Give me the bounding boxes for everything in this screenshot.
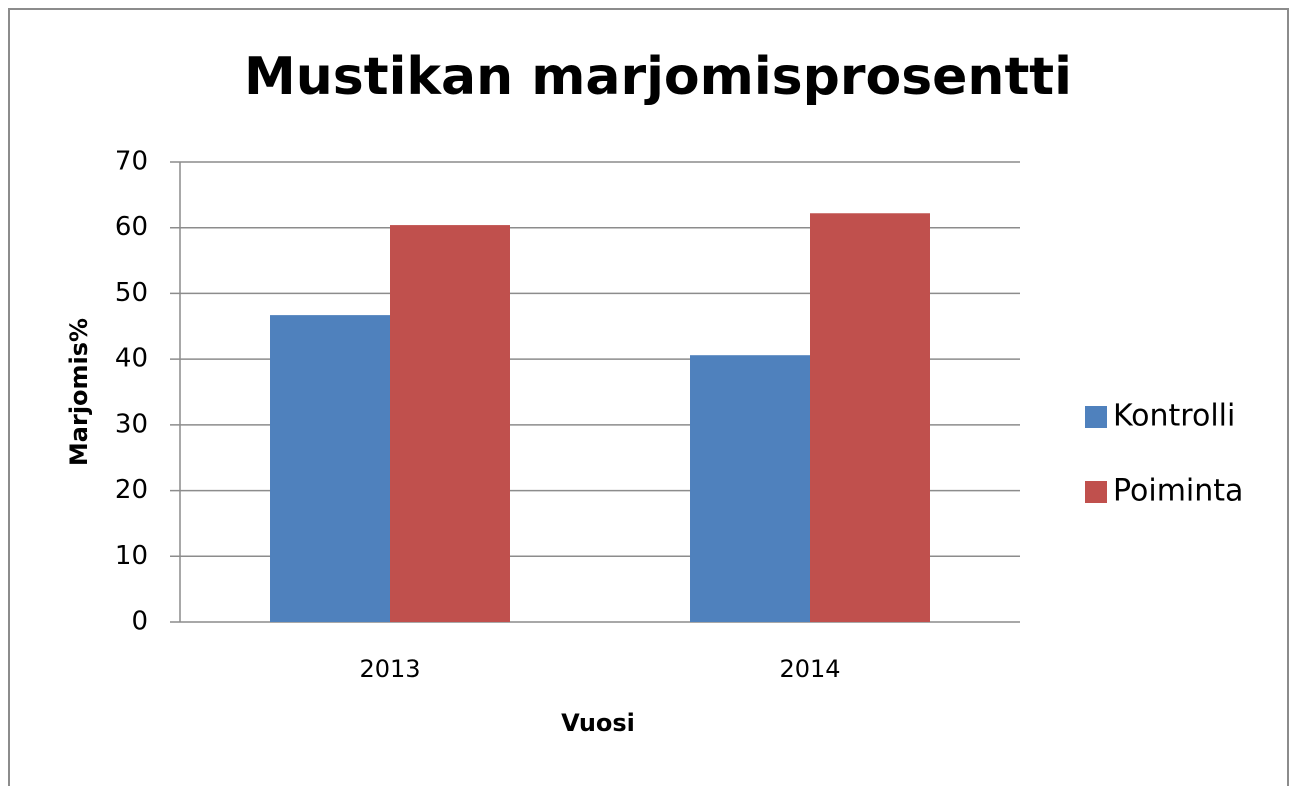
y-tick-label: 50: [115, 278, 148, 308]
y-tick-label: 10: [115, 541, 148, 571]
y-axis-label: Marjomis%: [65, 318, 93, 466]
x-tick-label: 2013: [359, 655, 420, 683]
y-tick-label: 20: [115, 475, 148, 505]
legend-label: Poiminta: [1113, 474, 1243, 509]
bar: [390, 225, 510, 623]
chart-frame: [8, 8, 1289, 786]
y-tick-label: 30: [115, 409, 148, 439]
y-tick-label: 40: [115, 344, 148, 374]
bar: [270, 315, 390, 622]
y-tick-label: 0: [131, 607, 148, 637]
x-axis-label: Vuosi: [561, 709, 635, 737]
chart-title: Mustikan marjomisprosentti: [244, 47, 1072, 107]
y-tick-label: 60: [115, 212, 148, 242]
y-tick-label: 70: [115, 147, 148, 177]
bar: [690, 355, 810, 622]
bar: [810, 213, 930, 622]
legend-swatch: [1085, 406, 1107, 428]
legend-label: Kontrolli: [1113, 399, 1235, 434]
x-tick-label: 2014: [779, 655, 840, 683]
legend-swatch: [1085, 481, 1107, 503]
